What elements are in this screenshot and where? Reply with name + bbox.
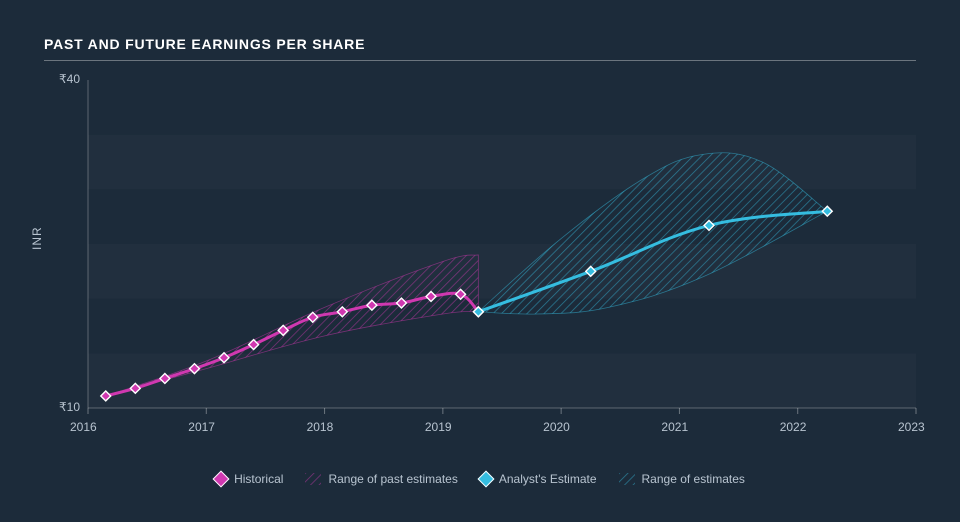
x-tick-label: 2022 [780,420,807,434]
legend-label: Analyst's Estimate [499,472,597,486]
legend-label: Range of past estimates [328,472,457,486]
x-tick-label: 2021 [661,420,688,434]
x-tick-label: 2018 [307,420,334,434]
legend-label: Range of estimates [642,472,745,486]
eps-chart: PAST AND FUTURE EARNINGS PER SHARE INR 2… [0,0,960,522]
chart-legend: Historical Range of past estimates Analy… [0,472,960,486]
diamond-icon [477,471,494,488]
x-tick-label: 2016 [70,420,97,434]
hatch-icon [619,473,635,485]
x-tick-label: 2023 [898,420,925,434]
chart-svg [0,0,960,522]
y-axis-label: INR [30,226,44,250]
legend-label: Historical [234,472,283,486]
x-tick-label: 2020 [543,420,570,434]
x-tick-label: 2017 [188,420,215,434]
legend-item-historical: Historical [215,472,283,486]
x-tick-label: 2019 [425,420,452,434]
y-tick-label: ₹40 [40,72,80,86]
legend-item-estimate: Analyst's Estimate [480,472,597,486]
legend-item-estimate-range: Range of estimates [619,472,745,486]
diamond-icon [213,471,230,488]
hatch-icon [305,473,321,485]
legend-item-historical-range: Range of past estimates [305,472,457,486]
y-tick-label: ₹10 [40,400,80,414]
